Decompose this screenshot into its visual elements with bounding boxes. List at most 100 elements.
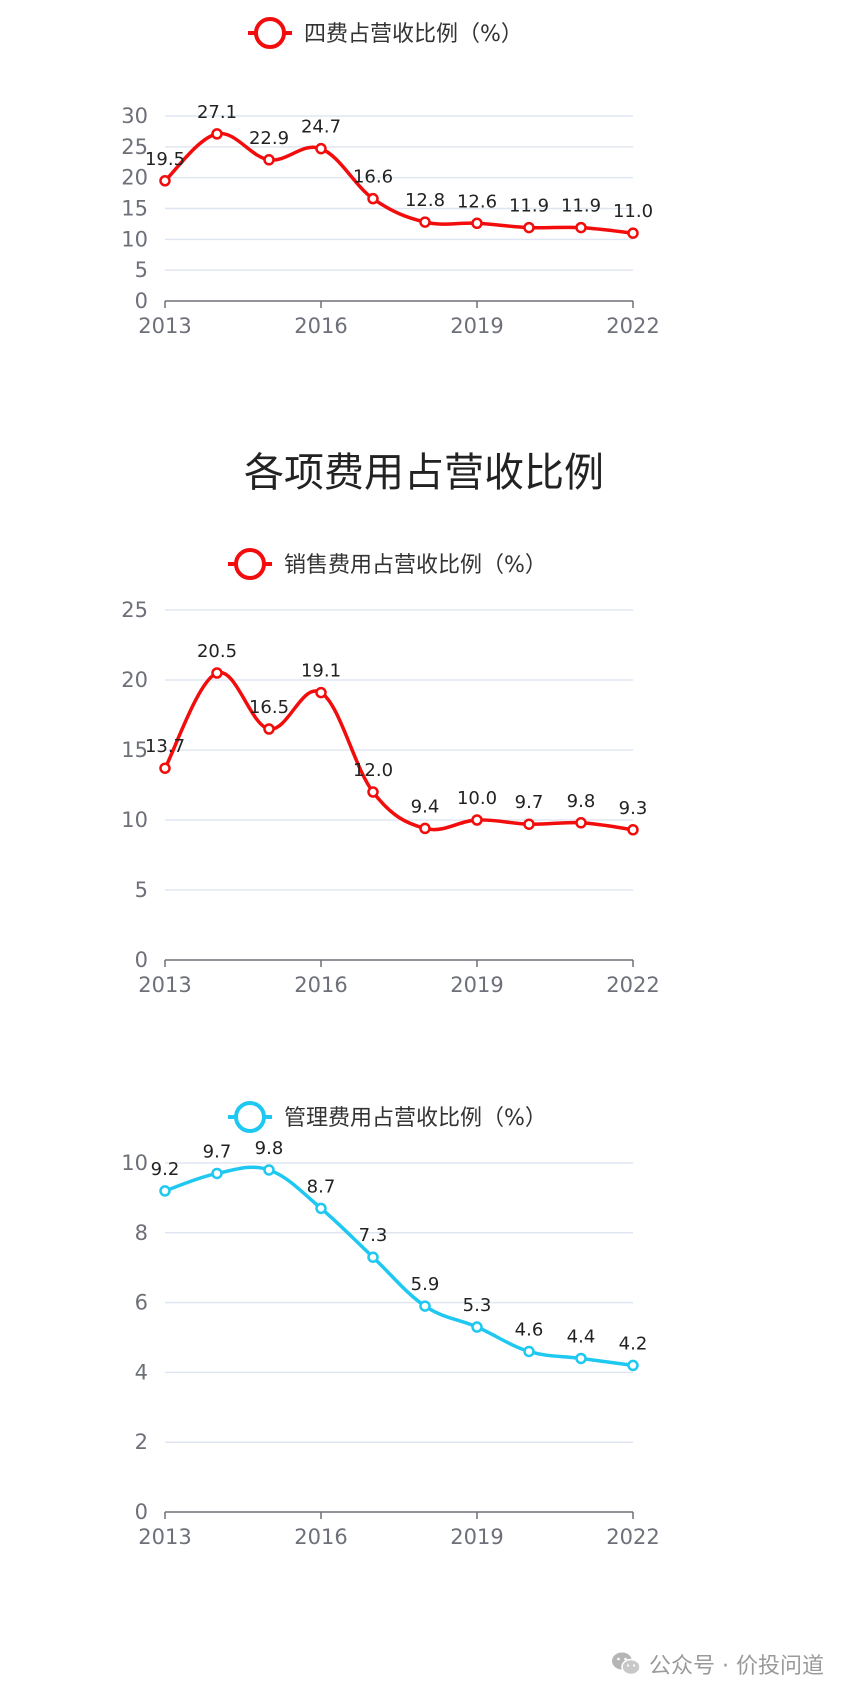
y-tick-label: 25 bbox=[121, 135, 148, 159]
data-point bbox=[419, 216, 431, 228]
data-point bbox=[263, 1164, 275, 1176]
y-tick-label: 10 bbox=[121, 1151, 148, 1175]
x-tick-label: 2016 bbox=[294, 973, 347, 997]
data-label: 27.1 bbox=[197, 102, 237, 123]
data-point bbox=[627, 824, 639, 836]
y-tick-label: 4 bbox=[135, 1360, 148, 1384]
y-axis: 0 5 10 15 20 25 30 bbox=[121, 104, 633, 313]
data-point bbox=[523, 221, 535, 234]
y-tick-label: 25 bbox=[121, 598, 148, 622]
data-point bbox=[263, 154, 275, 166]
data-label: 4.4 bbox=[567, 1326, 596, 1347]
y-tick-label: 8 bbox=[135, 1221, 148, 1245]
y-tick-label: 6 bbox=[135, 1291, 148, 1315]
data-point bbox=[263, 723, 275, 735]
data-label: 9.7 bbox=[515, 792, 544, 813]
y-tick-label: 2 bbox=[135, 1430, 148, 1454]
data-point bbox=[211, 667, 223, 679]
chart-sales-expense: 销售费用占营收比例（%） 0 5 10 15 20 25 2013 2016 2019 2022 13… bbox=[121, 548, 660, 997]
data-points: 9.2 9.7 9.8 8.7 7.3 5.9 5.3 4.6 4.4 4.2 bbox=[151, 1138, 647, 1372]
x-tick-label: 2013 bbox=[138, 973, 191, 997]
data-point bbox=[471, 814, 483, 826]
x-axis: 2013 2016 2019 2022 bbox=[138, 1511, 660, 1549]
watermark: 公众号 · 价投问道 bbox=[611, 1648, 824, 1680]
data-label: 12.8 bbox=[405, 190, 445, 211]
y-tick-label: 20 bbox=[121, 166, 148, 190]
series-line bbox=[163, 131, 634, 235]
data-point bbox=[315, 686, 327, 699]
data-point bbox=[523, 818, 535, 830]
legend-marker bbox=[234, 548, 266, 580]
x-tick-label: 2016 bbox=[294, 314, 347, 338]
legend-label: 管理费用占营收比例（%） bbox=[284, 1106, 547, 1131]
x-tick-label: 2016 bbox=[294, 1525, 347, 1549]
y-axis: 0 5 10 15 20 25 bbox=[121, 598, 633, 972]
data-label: 11.9 bbox=[509, 196, 549, 217]
data-label: 9.7 bbox=[203, 1141, 232, 1162]
data-point bbox=[315, 1202, 327, 1215]
data-label: 9.4 bbox=[411, 796, 440, 817]
data-point bbox=[159, 762, 171, 774]
y-tick-label: 10 bbox=[121, 808, 148, 832]
x-tick-label: 2022 bbox=[606, 1525, 659, 1549]
x-tick-label: 2013 bbox=[138, 314, 191, 338]
x-tick-label: 2022 bbox=[606, 973, 659, 997]
x-tick-label: 2019 bbox=[450, 1525, 503, 1549]
data-point bbox=[575, 817, 587, 829]
y-tick-label: 20 bbox=[121, 668, 148, 692]
data-point bbox=[367, 1251, 379, 1263]
data-point bbox=[315, 142, 327, 155]
data-points: 19.5 27.1 22.9 24.7 16.6 12.8 12.6 11.9 11.9 11.0 bbox=[145, 102, 653, 239]
data-label: 16.5 bbox=[249, 697, 289, 718]
data-point bbox=[419, 1300, 431, 1312]
x-tick-label: 2019 bbox=[450, 973, 503, 997]
data-label: 8.7 bbox=[307, 1176, 336, 1197]
legend-label: 销售费用占营收比例（%） bbox=[284, 553, 547, 578]
data-label: 12.0 bbox=[353, 760, 393, 781]
series-line bbox=[164, 1165, 634, 1368]
data-point bbox=[575, 221, 587, 234]
data-point bbox=[211, 128, 223, 140]
wechat-icon bbox=[612, 1652, 641, 1676]
data-point bbox=[159, 1185, 171, 1197]
y-tick-label: 30 bbox=[121, 104, 148, 128]
legend-marker bbox=[254, 17, 286, 49]
data-label: 10.0 bbox=[457, 788, 497, 809]
data-point bbox=[159, 175, 171, 187]
data-label: 5.9 bbox=[411, 1274, 440, 1295]
chart-four-expenses: 四费占营收比例（%） 0 5 10 15 20 25 30 2013 2016 2019 2022 19… bbox=[121, 17, 660, 338]
chart-admin-expense: 管理费用占营收比例（%） 0 2 4 6 8 10 2013 2016 2019 2022 9.2 9.… bbox=[121, 1101, 660, 1549]
y-axis: 0 2 4 6 8 10 bbox=[121, 1151, 633, 1524]
data-label: 5.3 bbox=[463, 1295, 492, 1316]
legend: 销售费用占营收比例（%） bbox=[228, 548, 547, 580]
x-tick-label: 2013 bbox=[138, 1525, 191, 1549]
legend: 四费占营收比例（%） bbox=[248, 17, 523, 49]
legend-label: 四费占营收比例（%） bbox=[304, 22, 523, 47]
x-tick-label: 2022 bbox=[606, 314, 659, 338]
legend-marker bbox=[234, 1101, 266, 1133]
y-tick-label: 5 bbox=[135, 878, 148, 902]
y-tick-label: 15 bbox=[121, 738, 148, 762]
data-label: 19.5 bbox=[145, 149, 185, 170]
data-points: 13.7 20.5 16.5 19.1 12.0 9.4 10.0 9.7 9.8 9.3 bbox=[145, 641, 648, 836]
data-label: 9.2 bbox=[151, 1159, 180, 1180]
y-tick-label: 0 bbox=[135, 1500, 148, 1524]
y-tick-label: 15 bbox=[121, 197, 148, 221]
data-label: 16.6 bbox=[353, 167, 393, 188]
data-label: 20.5 bbox=[197, 641, 237, 662]
legend: 管理费用占营收比例（%） bbox=[228, 1101, 547, 1133]
data-label: 24.7 bbox=[301, 117, 341, 138]
y-tick-label: 5 bbox=[135, 258, 148, 282]
x-axis: 2013 2016 2019 2022 bbox=[138, 959, 660, 997]
data-label: 9.3 bbox=[619, 798, 648, 819]
data-point bbox=[471, 217, 483, 230]
y-tick-label: 0 bbox=[135, 289, 148, 313]
watermark-text: 公众号 · 价投问道 bbox=[649, 1654, 824, 1679]
data-label: 11.9 bbox=[561, 196, 601, 217]
x-tick-label: 2019 bbox=[450, 314, 503, 338]
data-point bbox=[211, 1167, 223, 1180]
data-point bbox=[367, 192, 379, 205]
y-tick-label: 10 bbox=[121, 227, 148, 251]
data-label: 13.7 bbox=[145, 736, 185, 757]
data-label: 11.0 bbox=[613, 201, 653, 222]
